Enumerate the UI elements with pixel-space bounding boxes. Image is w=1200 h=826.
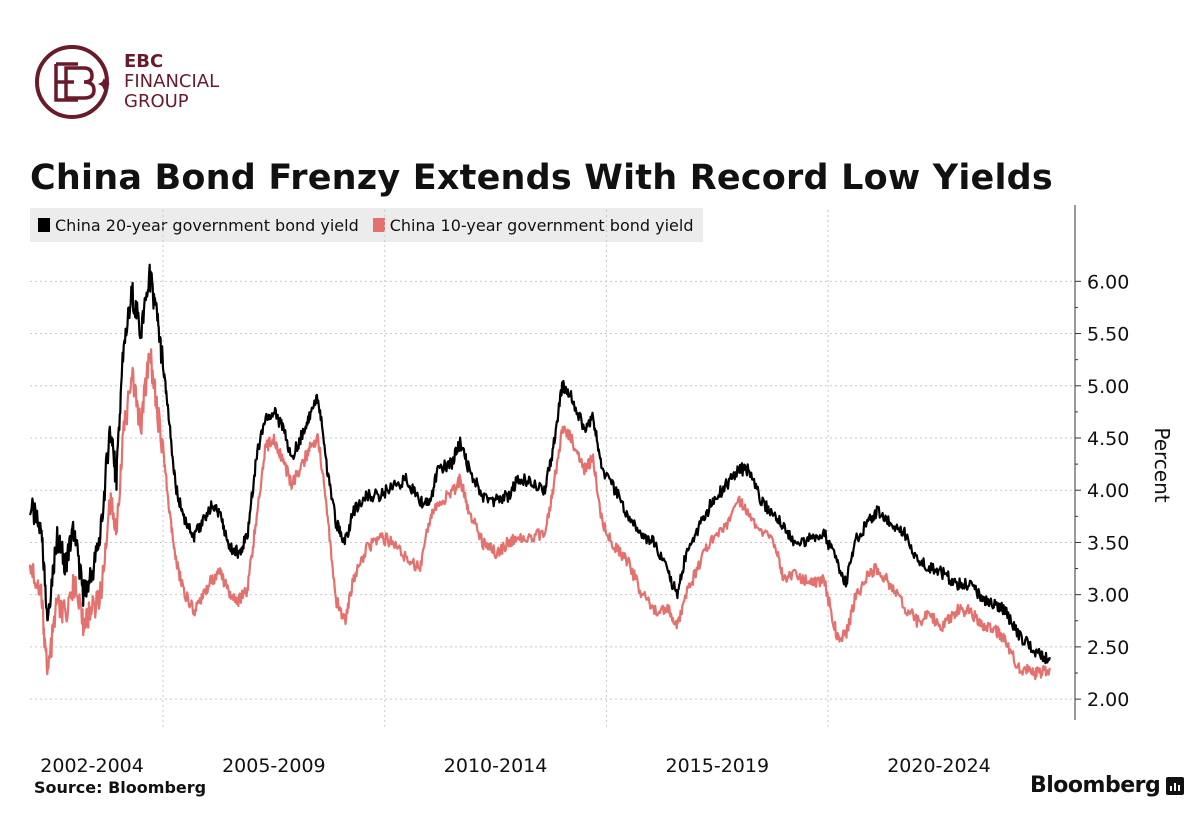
source-note: Source: Bloomberg <box>34 778 207 797</box>
y-axis-label: Percent <box>1150 427 1174 502</box>
y-tick-label: 2.50 <box>1087 637 1129 659</box>
ebc-logo: EBC FINANCIAL GROUP <box>34 42 234 122</box>
brand-label: Bloomberg <box>1030 773 1161 798</box>
y-tick-label: 4.00 <box>1087 480 1129 502</box>
legend-label-20yr: China 20-year government bond yield <box>55 215 359 235</box>
y-tick-label: 5.50 <box>1087 324 1129 346</box>
legend-label-10yr: China 10-year government bond yield <box>389 215 694 235</box>
legend-item-10yr: China 10-year government bond yield <box>372 215 694 235</box>
chart-title: China Bond Frenzy Extends With Record Lo… <box>30 158 1053 198</box>
y-tick-label: 6.00 <box>1087 271 1129 293</box>
legend-item-20yr: China 20-year government bond yield <box>38 216 359 235</box>
y-tick-label: 5.00 <box>1087 376 1129 398</box>
chart-legend: China 20-year government bond yield Chin… <box>30 208 704 242</box>
x-period-label: 2002-2004 <box>40 755 144 777</box>
logo-line-2: FINANCIAL <box>124 71 220 92</box>
x-period-label: 2015-2019 <box>665 755 769 777</box>
x-period-label: 2020-2024 <box>887 755 991 777</box>
y-tick-label: 3.50 <box>1087 532 1129 554</box>
series-line-10yr <box>28 348 1051 681</box>
ebc-logo-mark-icon <box>35 45 110 119</box>
logo-line-3: GROUP <box>124 91 189 112</box>
legend-swatch-10yr <box>372 218 385 232</box>
y-tick-label: 4.50 <box>1087 428 1129 450</box>
x-period-label: 2005-2009 <box>222 755 326 777</box>
bloomberg-terminal-icon <box>1166 776 1185 795</box>
legend-swatch-20yr <box>38 218 50 232</box>
logo-line-1: EBC <box>124 51 164 72</box>
logo-wordmark: EBC FINANCIAL GROUP <box>124 52 219 112</box>
bloomberg-brand: Bloomberg <box>1030 773 1185 798</box>
y-tick-label: 3.00 <box>1087 585 1129 607</box>
series-line-20yr <box>28 263 1051 665</box>
x-period-label: 2010-2014 <box>444 755 548 777</box>
y-tick-label: 2.00 <box>1087 689 1129 711</box>
